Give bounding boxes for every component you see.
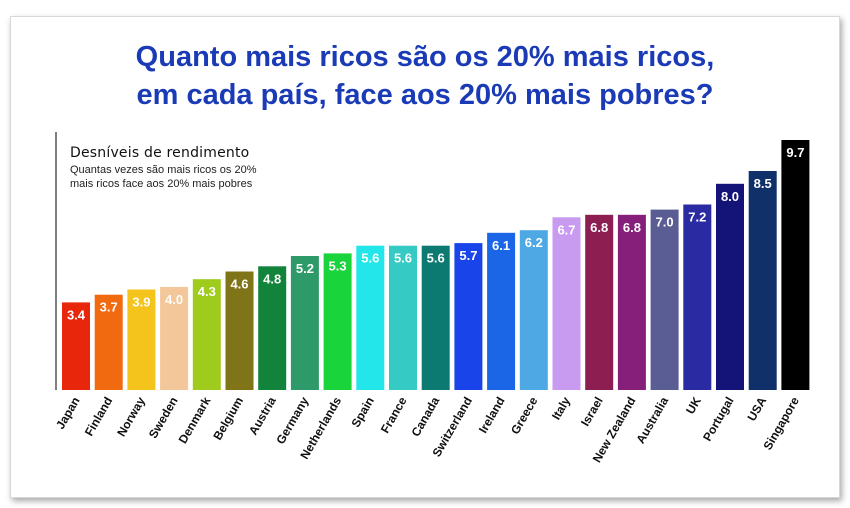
- bar-finland: [94, 294, 123, 390]
- bar-switzerland: [454, 243, 483, 390]
- category-label: Austria: [246, 394, 279, 437]
- bar-value-label: 5.6: [394, 251, 412, 266]
- category-label: Sweden: [146, 395, 181, 441]
- bar-italy: [552, 217, 581, 390]
- category-label: Finland: [82, 395, 115, 439]
- bar-value-label: 5.7: [459, 248, 477, 263]
- category-label: Portugal: [700, 395, 736, 444]
- chart-title-line-1: Quanto mais ricos são os 20% mais ricos,: [135, 41, 715, 73]
- category-label: UK: [683, 394, 704, 416]
- category-label: France: [378, 394, 410, 435]
- bar-greece: [519, 230, 548, 390]
- bar-value-label: 9.7: [786, 145, 804, 160]
- bar-germany: [290, 256, 319, 390]
- bar-value-label: 6.8: [623, 220, 641, 235]
- bar-israel: [585, 214, 614, 390]
- bar-value-label: 8.0: [721, 189, 739, 204]
- chart-title: Quanto mais ricos são os 20% mais ricos,…: [0, 38, 850, 114]
- legend-subtitle-line-2: mais ricos face aos 20% mais pobres: [70, 178, 253, 190]
- bar-canada: [421, 245, 450, 390]
- bar-ireland: [487, 232, 516, 390]
- bar-new-zealand: [617, 214, 646, 390]
- category-label: Denmark: [176, 394, 214, 446]
- chart-title-line-2: em cada país, face aos 20% mais pobres?: [136, 79, 714, 111]
- legend-title: Desníveis de rendimento: [70, 145, 250, 161]
- bar-uk: [683, 204, 712, 390]
- category-label: Belgium: [210, 395, 246, 443]
- category-label: Ireland: [476, 394, 508, 435]
- bar-denmark: [192, 279, 221, 390]
- category-label: USA: [745, 394, 770, 423]
- bar-value-label: 3.4: [67, 307, 86, 322]
- bar-value-label: 4.8: [263, 271, 281, 286]
- category-label: Israel: [578, 395, 606, 429]
- bar-value-label: 5.3: [329, 258, 347, 273]
- bar-singapore: [781, 140, 810, 390]
- bar-france: [389, 245, 417, 390]
- bar-value-label: 4.3: [198, 284, 216, 299]
- legend-subtitle-line-1: Quantas vezes são mais ricos os 20%: [70, 164, 257, 176]
- bar-norway: [127, 289, 156, 390]
- bar-sweden: [160, 286, 189, 390]
- bar-value-label: 6.7: [557, 222, 575, 237]
- category-label: Canada: [408, 394, 442, 439]
- bar-value-label: 8.5: [754, 176, 772, 191]
- bar-usa: [748, 171, 777, 390]
- bar-value-label: 6.2: [525, 235, 543, 250]
- legend-box: Desníveis de rendimento Quantas vezes sã…: [70, 145, 256, 191]
- bar-value-label: 5.6: [427, 251, 445, 266]
- category-label: Italy: [549, 394, 573, 422]
- category-label: Spain: [348, 395, 376, 430]
- category-label: Norway: [114, 394, 148, 439]
- bar-value-label: 7.0: [656, 215, 674, 230]
- bar-value-label: 3.7: [100, 300, 118, 315]
- category-label: Greece: [508, 394, 541, 437]
- bar-value-label: 6.8: [590, 220, 608, 235]
- bar-value-label: 3.9: [132, 295, 150, 310]
- bar-netherlands: [323, 253, 352, 390]
- category-label: Australia: [633, 394, 671, 446]
- bar-value-label: 6.1: [492, 238, 510, 253]
- legend-subtitle: Quantas vezes são mais ricos os 20% mais…: [70, 163, 256, 191]
- bar-portugal: [716, 183, 744, 390]
- bar-value-label: 5.2: [296, 261, 314, 276]
- bar-austria: [258, 266, 287, 390]
- bar-value-label: 5.6: [361, 251, 379, 266]
- bar-belgium: [225, 271, 254, 390]
- bar-japan: [62, 302, 90, 390]
- bar-spain: [356, 245, 385, 390]
- bar-value-label: 4.0: [165, 292, 183, 307]
- category-label: Japan: [53, 395, 82, 432]
- bar-value-label: 7.2: [688, 210, 706, 225]
- bar-value-label: 4.6: [230, 277, 248, 292]
- bar-australia: [650, 209, 679, 390]
